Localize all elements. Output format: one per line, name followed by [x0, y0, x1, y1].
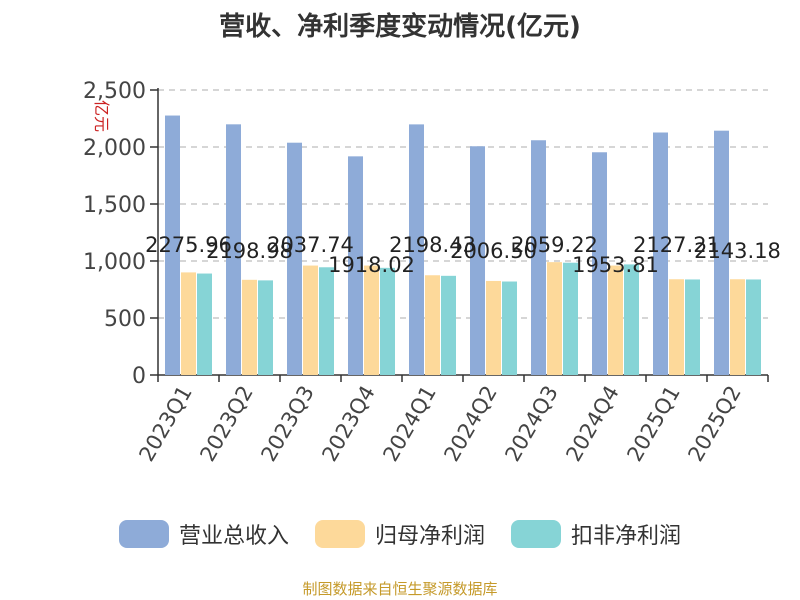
chart-title: 营收、净利季度变动情况(亿元)	[219, 12, 581, 42]
bar-net-profit	[364, 265, 379, 375]
legend-label-revenue: 营业总收入	[178, 524, 289, 549]
legend-label-deducted-net-profit: 扣非净利润	[571, 524, 682, 549]
y-axis-label: 亿元	[92, 100, 111, 132]
bar-deducted-net-profit	[746, 279, 761, 375]
legend-swatch-net-profit	[314, 520, 365, 548]
x-tick-label: 2025Q2	[683, 382, 745, 466]
bar-deducted-net-profit	[502, 281, 517, 375]
x-tick-label: 2024Q2	[439, 382, 501, 466]
bar-revenue	[409, 124, 424, 375]
x-tick-label: 2023Q1	[134, 382, 196, 466]
bar-deducted-net-profit	[197, 273, 212, 375]
data-label-revenue: 2059.22	[511, 233, 598, 257]
bar-deducted-net-profit	[380, 267, 395, 375]
legend-label-net-profit: 归母净利润	[374, 524, 485, 549]
y-tick-label: 1,500	[83, 193, 146, 218]
y-tick-label: 0	[132, 364, 146, 389]
data-label-revenue: 1953.81	[572, 253, 659, 277]
bar-revenue	[470, 146, 485, 375]
bar-deducted-net-profit	[319, 267, 334, 375]
data-label-revenue: 2006.50	[450, 239, 537, 263]
legend-item-net-profit[interactable]: 归母净利润	[314, 518, 485, 550]
x-tick-label: 2023Q3	[256, 382, 318, 466]
bar-deducted-net-profit	[441, 275, 456, 375]
bar-revenue	[653, 132, 668, 375]
bar-net-profit	[242, 279, 257, 375]
bar-net-profit	[425, 275, 440, 375]
bar-revenue	[226, 124, 241, 375]
bar-net-profit	[730, 279, 745, 375]
data-label-revenue: 2127.21	[633, 233, 720, 257]
data-label-revenue: 2143.18	[694, 239, 781, 263]
data-label-revenue: 2037.74	[267, 233, 354, 257]
bar-net-profit	[486, 280, 501, 375]
bar-revenue	[287, 142, 302, 375]
data-label-revenue: 1918.02	[328, 253, 415, 277]
bar-revenue	[165, 115, 180, 375]
bar-revenue	[531, 140, 546, 375]
bar-deducted-net-profit	[563, 262, 578, 375]
y-tick-label: 1,000	[83, 250, 146, 275]
bar-revenue	[592, 152, 607, 375]
bar-deducted-net-profit	[624, 264, 639, 375]
bar-deducted-net-profit	[258, 280, 273, 375]
x-tick-label: 2024Q4	[561, 382, 623, 466]
y-tick-label: 2,000	[83, 136, 146, 161]
data-label-revenue: 2198.43	[389, 233, 476, 257]
legend: 营业总收入 归母净利润 扣非净利润	[0, 518, 800, 550]
x-tick-label: 2024Q3	[500, 382, 562, 466]
bar-deducted-net-profit	[685, 279, 700, 375]
legend-item-revenue[interactable]: 营业总收入	[118, 518, 289, 550]
bar-net-profit	[303, 265, 318, 375]
legend-swatch-deducted-net-profit	[511, 520, 561, 548]
source-note: 制图数据来自恒生聚源数据库	[302, 580, 498, 598]
x-tick-label: 2023Q2	[195, 382, 257, 466]
data-label-revenue: 2198.98	[206, 239, 293, 263]
legend-item-deducted-net-profit[interactable]: 扣非净利润	[511, 518, 681, 550]
x-tick-label: 2024Q1	[378, 382, 440, 466]
y-tick-label: 500	[104, 307, 146, 332]
legend-swatch-revenue	[118, 520, 169, 548]
bar-net-profit	[547, 262, 562, 375]
x-tick-label: 2023Q4	[317, 382, 379, 466]
bar-net-profit	[608, 265, 623, 375]
x-tick-label: 2025Q1	[622, 382, 684, 466]
bar-net-profit	[669, 279, 684, 375]
bar-net-profit	[181, 272, 196, 375]
bar-revenue	[348, 156, 363, 375]
data-label-revenue: 2275.96	[145, 233, 232, 257]
y-tick-label: 2,500	[83, 79, 146, 104]
bar-revenue	[714, 130, 729, 375]
